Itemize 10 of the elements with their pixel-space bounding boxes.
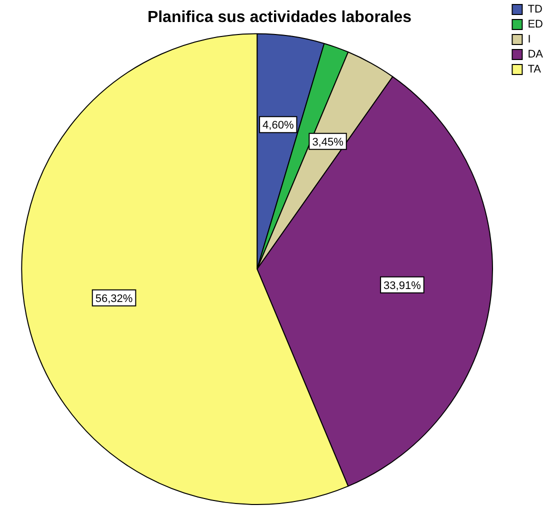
- data-label: 33,91%: [384, 280, 422, 292]
- legend-label: DA: [528, 48, 544, 61]
- legend-label: TD: [528, 4, 542, 16]
- legend-label: TA: [528, 64, 542, 76]
- legend-label: I: [528, 34, 531, 46]
- data-label: 4,60%: [262, 120, 294, 132]
- data-label: 56,32%: [95, 292, 133, 305]
- data-label: 3,45%: [312, 136, 344, 148]
- legend-label: ED: [528, 18, 544, 31]
- chart-title: Planifica sus actividades laborales: [147, 9, 412, 26]
